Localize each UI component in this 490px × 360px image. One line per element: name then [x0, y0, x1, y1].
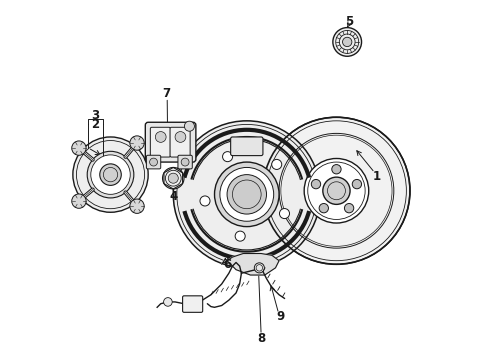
- FancyBboxPatch shape: [170, 127, 190, 157]
- Circle shape: [222, 152, 233, 162]
- FancyBboxPatch shape: [178, 155, 192, 169]
- Circle shape: [164, 298, 172, 306]
- Circle shape: [254, 263, 265, 273]
- Circle shape: [163, 167, 184, 189]
- Circle shape: [168, 173, 178, 183]
- Circle shape: [227, 175, 267, 214]
- Text: 9: 9: [276, 310, 284, 324]
- Text: 8: 8: [257, 332, 265, 345]
- Circle shape: [130, 136, 144, 150]
- Circle shape: [279, 208, 290, 219]
- Circle shape: [87, 151, 134, 198]
- FancyBboxPatch shape: [150, 127, 171, 157]
- FancyBboxPatch shape: [146, 122, 196, 162]
- Text: 5: 5: [345, 15, 353, 28]
- Circle shape: [352, 179, 362, 189]
- Circle shape: [344, 203, 354, 213]
- Circle shape: [263, 117, 410, 264]
- Circle shape: [184, 121, 195, 131]
- Circle shape: [173, 121, 320, 268]
- Text: 6: 6: [223, 258, 231, 271]
- Circle shape: [323, 177, 350, 204]
- Circle shape: [332, 165, 341, 174]
- Circle shape: [149, 158, 157, 166]
- Polygon shape: [221, 253, 279, 275]
- Circle shape: [91, 155, 130, 194]
- Circle shape: [100, 164, 122, 185]
- Circle shape: [181, 158, 189, 166]
- Circle shape: [220, 167, 274, 221]
- Text: 2: 2: [92, 118, 99, 131]
- Circle shape: [271, 159, 282, 170]
- Circle shape: [175, 132, 186, 142]
- Text: 1: 1: [373, 170, 381, 183]
- FancyBboxPatch shape: [183, 296, 203, 312]
- FancyBboxPatch shape: [231, 137, 263, 156]
- Text: 3: 3: [92, 109, 99, 122]
- Circle shape: [319, 203, 328, 213]
- Circle shape: [200, 196, 210, 206]
- Circle shape: [72, 194, 86, 208]
- Circle shape: [215, 162, 279, 226]
- Circle shape: [155, 132, 166, 142]
- Circle shape: [130, 199, 144, 213]
- FancyBboxPatch shape: [147, 155, 161, 169]
- Circle shape: [311, 179, 320, 189]
- Text: 4: 4: [169, 190, 177, 203]
- Circle shape: [72, 141, 86, 155]
- Circle shape: [333, 28, 362, 56]
- Circle shape: [73, 137, 148, 212]
- Circle shape: [235, 231, 245, 241]
- Circle shape: [304, 158, 368, 223]
- Text: 7: 7: [162, 87, 170, 100]
- Circle shape: [343, 37, 352, 46]
